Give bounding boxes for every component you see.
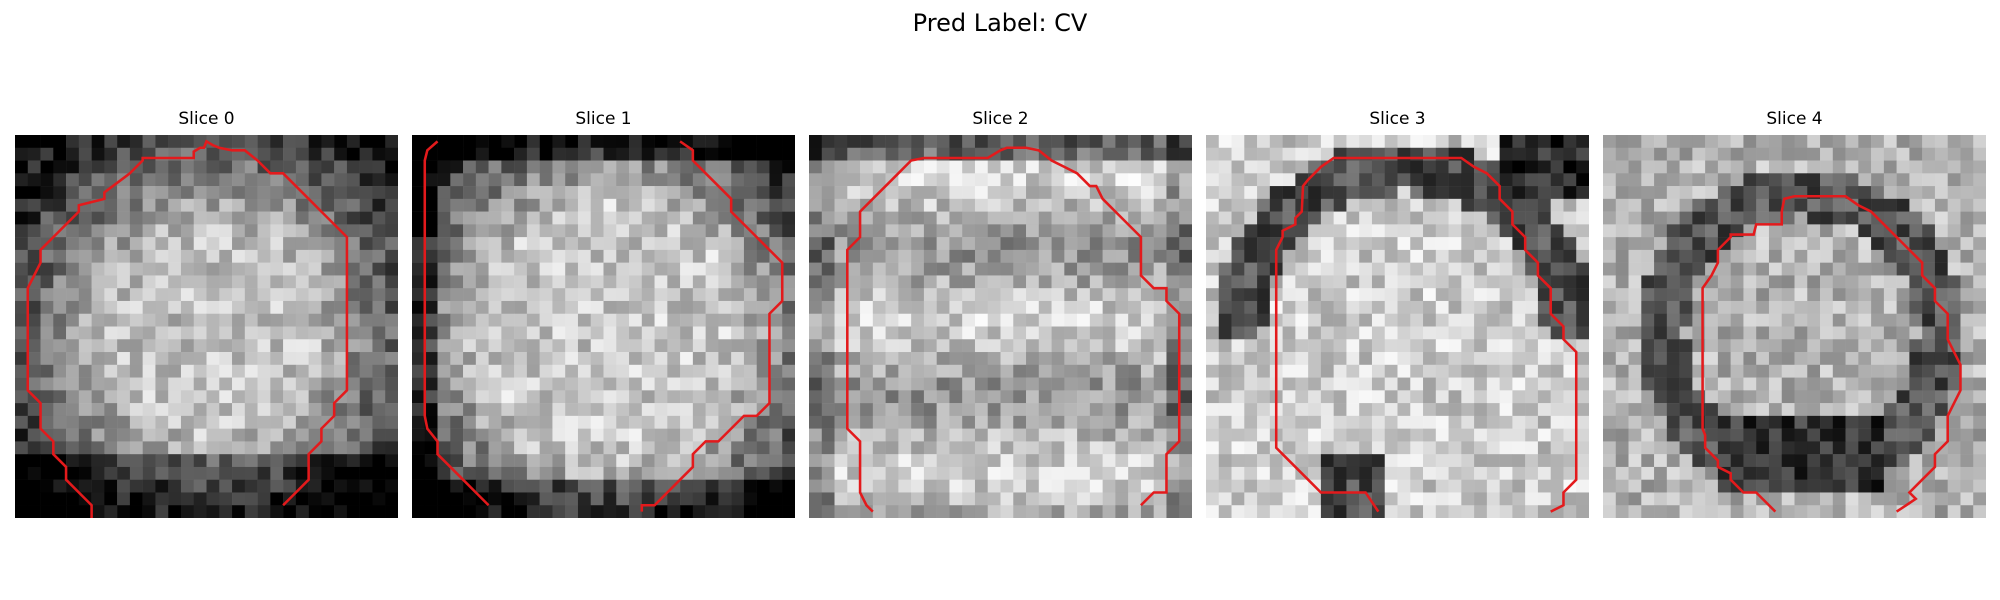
- slice-image: [1206, 135, 1589, 518]
- pixel-grid: [1206, 135, 1589, 518]
- panel-title: Slice 1: [575, 109, 632, 129]
- slice-image: [15, 135, 398, 518]
- panel-title: Slice 3: [1369, 109, 1426, 129]
- contour-line: [846, 146, 1181, 513]
- contour-line: [26, 139, 349, 518]
- contour-line: [1274, 156, 1578, 513]
- panel-title: Slice 2: [972, 109, 1029, 129]
- panel-slice-4: Slice 4: [1603, 108, 1986, 518]
- pixel-grid: [1603, 135, 1986, 518]
- pixel-grid: [809, 135, 1192, 518]
- figure-title: Pred Label: CV: [912, 9, 1088, 37]
- panel-title: Slice 0: [178, 109, 235, 129]
- slice-image: [412, 135, 795, 518]
- panel-slice-0: Slice 0: [15, 108, 398, 518]
- panel-slice-1: Slice 1: [412, 108, 795, 518]
- slice-image: [1603, 135, 1986, 518]
- pixel-grid: [412, 135, 795, 518]
- contour-line: [640, 140, 784, 512]
- contour-line: [423, 140, 490, 507]
- contour-line: [1701, 195, 1962, 513]
- slice-image: [809, 135, 1192, 518]
- panel-title: Slice 4: [1766, 109, 1823, 129]
- panel-slice-3: Slice 3: [1206, 108, 1589, 518]
- panel-slice-2: Slice 2: [809, 108, 1192, 518]
- pixel-grid: [15, 135, 398, 518]
